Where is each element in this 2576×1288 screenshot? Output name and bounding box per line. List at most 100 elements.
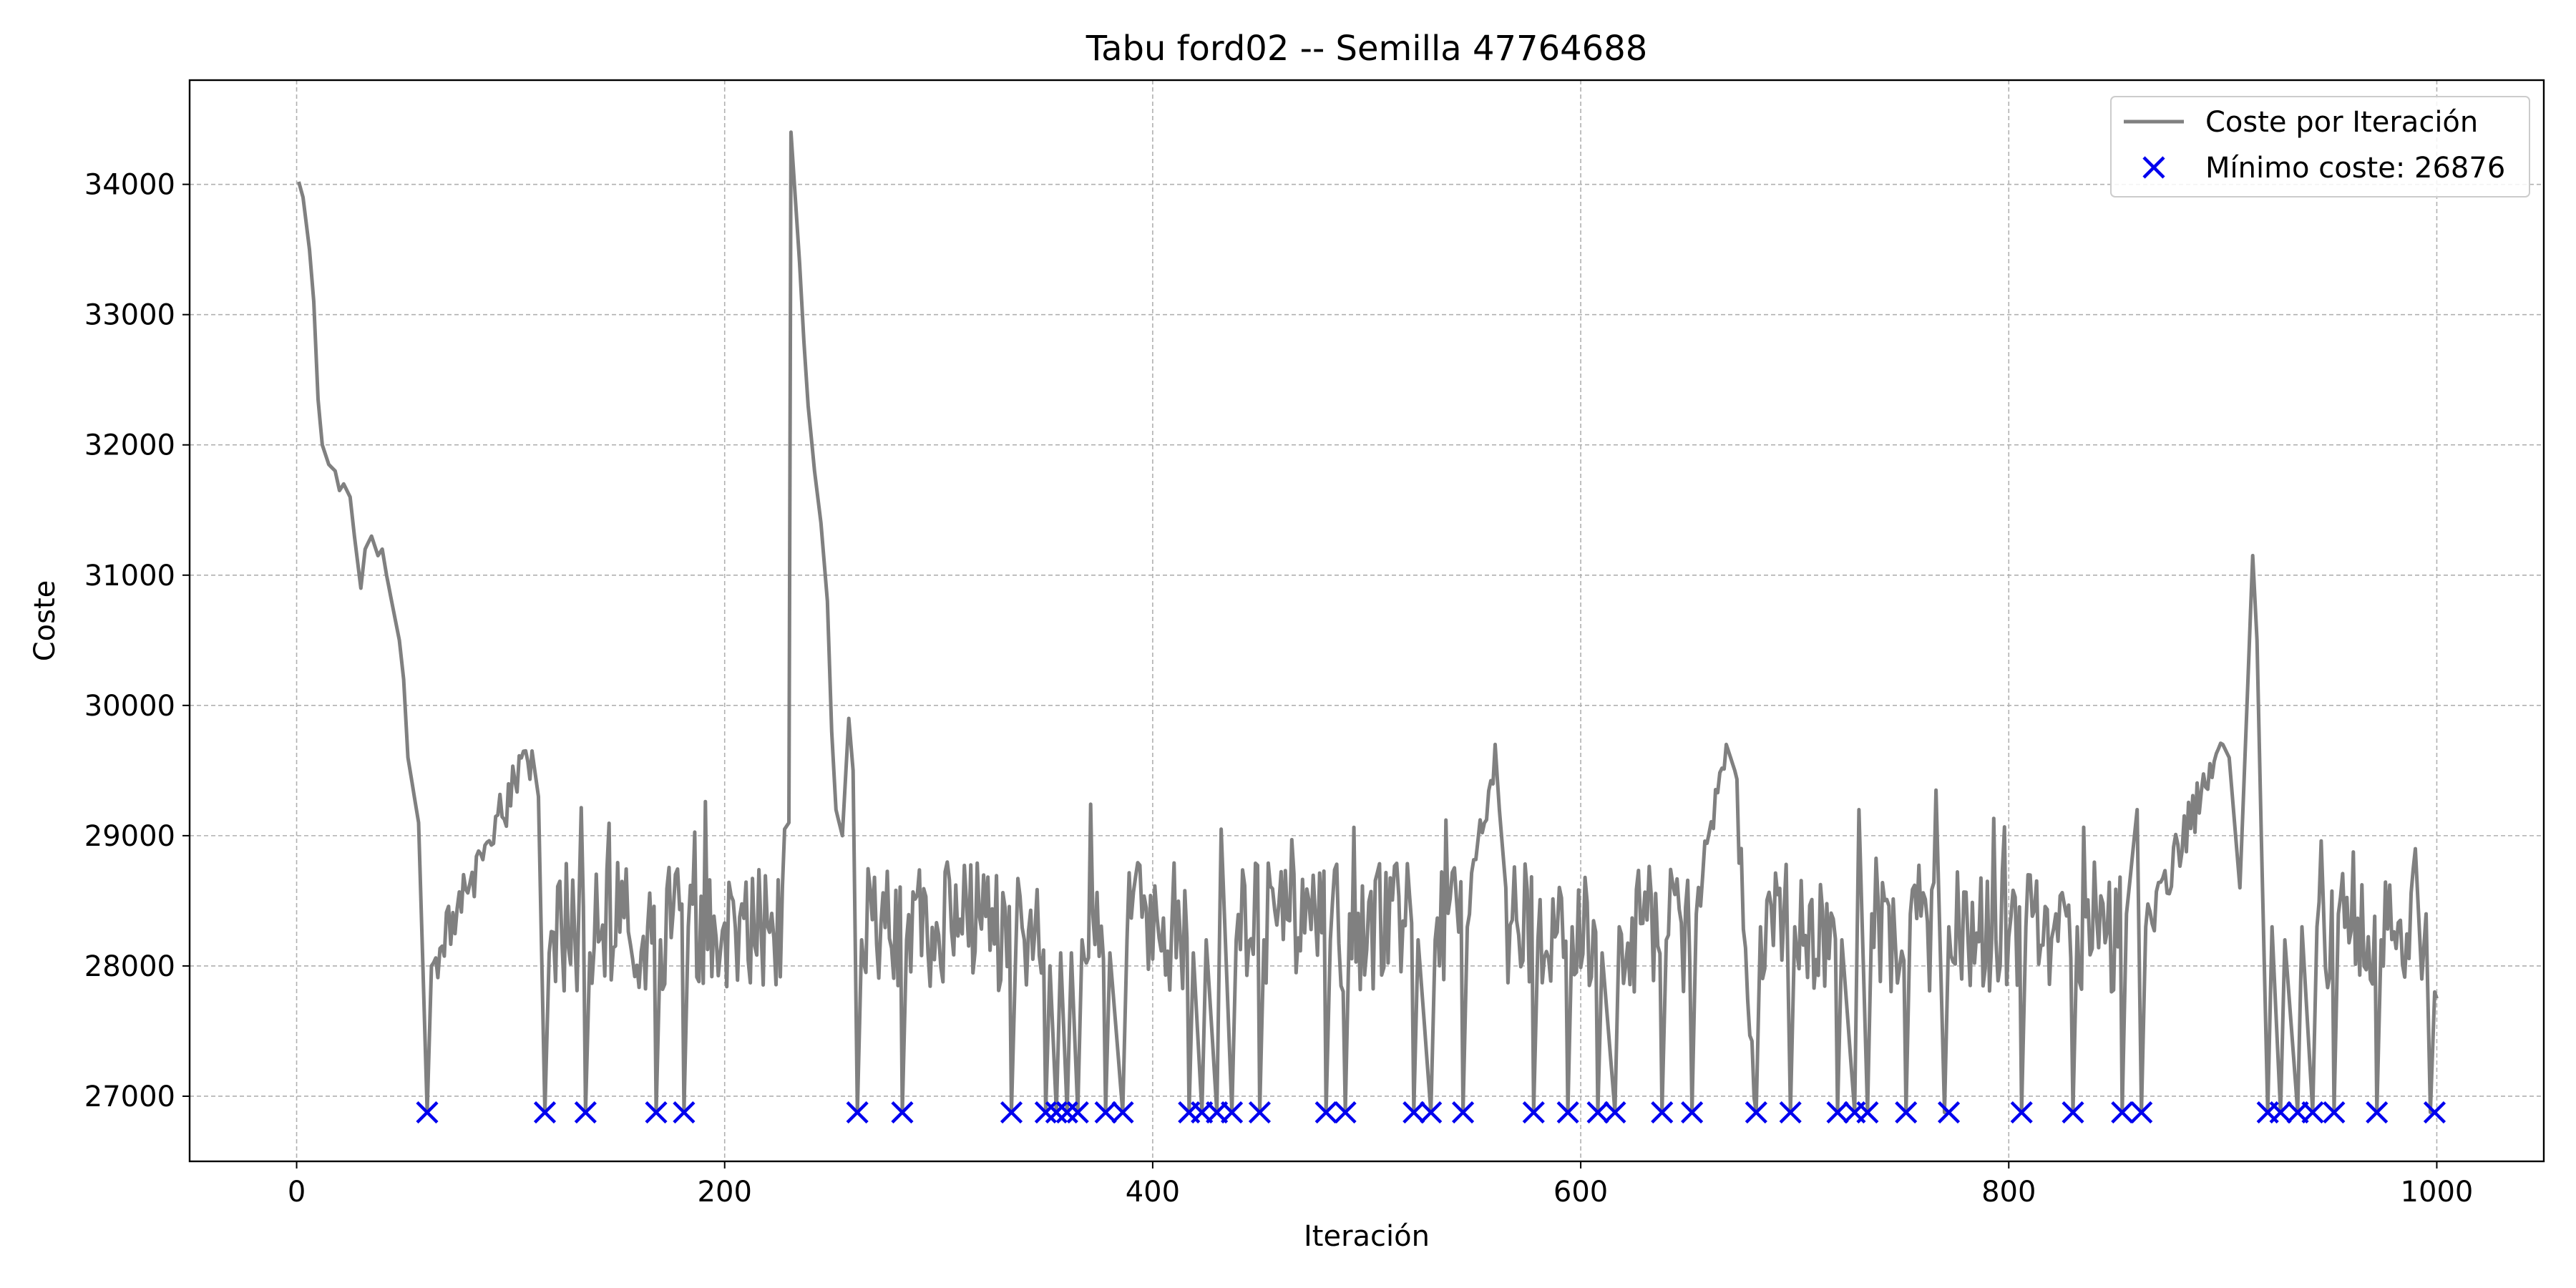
- marker-stroke: [2269, 1101, 2292, 1124]
- minimum-marker: [1111, 1101, 1134, 1124]
- x-tick-label: 0: [288, 1176, 306, 1209]
- y-tick-label: 34000: [84, 169, 175, 202]
- minimum-marker: [1681, 1101, 1704, 1124]
- minimum-marker: [1034, 1101, 1057, 1124]
- marker-stroke: [2062, 1101, 2084, 1124]
- marker-stroke: [2130, 1101, 2153, 1124]
- minimum-marker: [2130, 1101, 2153, 1124]
- marker-stroke: [1220, 1101, 1244, 1124]
- y-tick-label: 30000: [84, 690, 175, 723]
- y-tick-label: 33000: [84, 299, 175, 332]
- x-axis-label: Iteración: [1304, 1220, 1430, 1253]
- minimum-marker: [1045, 1101, 1068, 1124]
- marker-stroke: [1522, 1101, 1545, 1124]
- x-tick-label: 600: [1553, 1176, 1608, 1209]
- minimum-marker: [2269, 1101, 2292, 1124]
- minimum-marker: [1586, 1101, 1609, 1124]
- minimum-marker: [1066, 1101, 1089, 1124]
- marker-stroke: [1420, 1101, 1443, 1124]
- minimum-marker: [1420, 1101, 1443, 1124]
- minimum-marker: [1556, 1101, 1579, 1124]
- minimum-marker: [1402, 1101, 1425, 1124]
- legend-label-minimum: Mínimo coste: 26876: [2205, 152, 2505, 185]
- marker-stroke: [2323, 1101, 2346, 1124]
- marker-stroke: [673, 1101, 696, 1124]
- minimum-marker: [1094, 1101, 1117, 1124]
- marker-stroke: [2301, 1101, 2324, 1124]
- minimum-marker: [2062, 1101, 2084, 1124]
- minimum-marker: [1826, 1101, 1849, 1124]
- legend-box: [2110, 96, 2530, 197]
- grid: [190, 80, 2544, 1161]
- minimum-marker: [645, 1101, 668, 1124]
- minimum-marker: [574, 1101, 597, 1124]
- marker-stroke: [2366, 1101, 2389, 1124]
- marker-stroke: [1066, 1101, 1089, 1124]
- marker-stroke: [1937, 1101, 1961, 1124]
- x-tick-label: 1000: [2401, 1176, 2474, 1209]
- plot-frame: [188, 79, 2545, 1163]
- minimum-marker: [2423, 1101, 2446, 1124]
- minimum-marker: [1451, 1101, 1475, 1124]
- minimum-marker: [846, 1101, 869, 1124]
- marker-stroke: [1402, 1101, 1425, 1124]
- marker-stroke: [645, 1101, 668, 1124]
- marker-stroke: [1334, 1101, 1357, 1124]
- marker-stroke: [533, 1101, 557, 1124]
- marker-stroke: [2010, 1101, 2033, 1124]
- marker-stroke: [1094, 1101, 1117, 1124]
- marker-stroke: [1826, 1101, 1849, 1124]
- x-tick-label: 800: [1981, 1176, 2036, 1209]
- marker-stroke: [891, 1101, 914, 1124]
- marker-stroke: [1045, 1101, 1068, 1124]
- minimum-marker: [1651, 1101, 1674, 1124]
- marker-stroke: [1745, 1101, 1767, 1124]
- marker-stroke: [1586, 1101, 1609, 1124]
- minimum-marker: [2301, 1101, 2324, 1124]
- minimum-marker: [673, 1101, 696, 1124]
- y-tick-label: 28000: [84, 950, 175, 983]
- marker-stroke: [1034, 1101, 1057, 1124]
- minimum-marker: [1937, 1101, 1961, 1124]
- marker-stroke: [1556, 1101, 1579, 1124]
- marker-stroke: [1604, 1101, 1626, 1124]
- marker-stroke: [574, 1101, 597, 1124]
- minimum-marker: [1856, 1101, 1879, 1124]
- minimum-marker: [2366, 1101, 2389, 1124]
- legend: Coste por Iteración Mínimo coste: 26876: [2110, 96, 2530, 197]
- marker-stroke: [2111, 1101, 2134, 1124]
- minimum-marker: [1314, 1101, 1337, 1124]
- marker-stroke: [416, 1101, 439, 1124]
- y-axis-label: Coste: [29, 580, 62, 662]
- y-tick-label: 31000: [84, 560, 175, 592]
- marker-stroke: [1895, 1101, 1918, 1124]
- marker-stroke: [1314, 1101, 1337, 1124]
- legend-marker-stroke: [2142, 156, 2165, 179]
- minimum-marker: [1055, 1101, 1078, 1124]
- marker-stroke: [1000, 1101, 1023, 1124]
- marker-stroke: [1779, 1101, 1802, 1124]
- minimum-marker: [1604, 1101, 1626, 1124]
- minimum-marker: [2010, 1101, 2033, 1124]
- x-tick-label: 200: [698, 1176, 752, 1209]
- marker-stroke: [1681, 1101, 1704, 1124]
- marker-stroke: [2423, 1101, 2446, 1124]
- minimum-marker: [533, 1101, 557, 1124]
- minimum-marker: [1248, 1101, 1272, 1124]
- y-tick-label: 32000: [84, 429, 175, 462]
- legend-label-line: Coste por Iteración: [2205, 106, 2478, 139]
- minimum-marker: [1745, 1101, 1767, 1124]
- series-line-coste: [297, 130, 2439, 1114]
- x-tick-label: 400: [1126, 1176, 1180, 1209]
- minimum-marker: [416, 1101, 439, 1124]
- minimum-marker: [2111, 1101, 2134, 1124]
- chart-title: Tabu ford02 -- Semilla 47764688: [1085, 29, 1648, 69]
- ticks: 0 200 400 600 800 1000 27000 28000 29000 30000 310…: [84, 169, 2474, 1209]
- y-tick-label: 27000: [84, 1080, 175, 1113]
- marker-stroke: [1055, 1101, 1078, 1124]
- minimum-marker: [1000, 1101, 1023, 1124]
- minimum-marker: [2323, 1101, 2346, 1124]
- legend-marker-swatch: [2142, 156, 2165, 179]
- series-layer: [297, 130, 2446, 1124]
